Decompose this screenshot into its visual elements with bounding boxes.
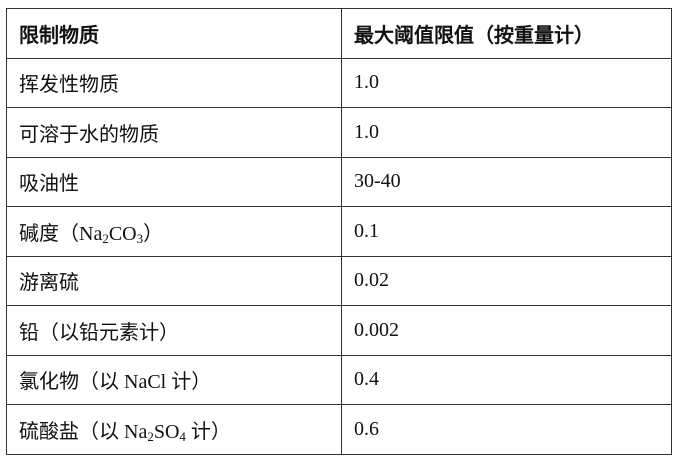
limit-cell: 0.1 xyxy=(341,206,672,257)
substance-cell: 游离硫 xyxy=(6,255,342,306)
limit-cell: 30-40 xyxy=(341,156,672,207)
table-row: 吸油性 30-40 xyxy=(6,156,672,207)
substance-cell: 吸油性 xyxy=(6,156,342,207)
table-row: 氯化物（以 NaCl 计） 0.4 xyxy=(6,354,672,405)
table-header-row: 限制物质 最大阈值限值（按重量计） xyxy=(6,8,672,59)
substance-text: 硫酸盐（以 Na xyxy=(19,420,148,443)
table-row: 挥发性物质 1.0 xyxy=(6,57,672,108)
header-limit: 最大阈值限值（按重量计） xyxy=(341,8,672,59)
substance-cell: 氯化物（以 NaCl 计） xyxy=(6,354,342,405)
substance-text: ） xyxy=(143,222,164,245)
table-row: 游离硫 0.02 xyxy=(6,255,672,306)
substance-cell: 可溶于水的物质 xyxy=(6,107,342,158)
limit-cell: 0.6 xyxy=(341,404,672,455)
limit-cell: 1.0 xyxy=(341,57,672,108)
limit-cell: 0.02 xyxy=(341,255,672,306)
substance-text: 游离硫 xyxy=(19,272,79,295)
substance-text: 铅（以铅元素计） xyxy=(19,321,179,344)
substance-text: SO xyxy=(153,420,180,443)
table-row: 可溶于水的物质 1.0 xyxy=(6,107,672,158)
substance-text: 氯化物（以 NaCl 计） xyxy=(19,371,212,394)
substance-text: CO xyxy=(108,222,137,245)
limits-table: 限制物质 最大阈值限值（按重量计） 挥发性物质 1.0 可溶于水的物质 1.0 吸油性 3… xyxy=(6,8,672,455)
substance-text: 计） xyxy=(185,420,231,443)
table-row: 铅（以铅元素计） 0.002 xyxy=(6,305,672,356)
table-row: 碱度（Na2CO3） 0.1 xyxy=(6,206,672,257)
substance-text: 碱度（Na xyxy=(19,222,103,245)
substance-text: 可溶于水的物质 xyxy=(19,123,159,146)
substance-text: 吸油性 xyxy=(19,173,79,196)
subscript: 3 xyxy=(136,230,144,246)
limit-cell: 0.4 xyxy=(341,354,672,405)
substance-text: 挥发性物质 xyxy=(19,74,119,97)
limit-cell: 1.0 xyxy=(341,107,672,158)
substance-cell: 挥发性物质 xyxy=(6,57,342,108)
subscript: 4 xyxy=(179,428,186,444)
subscript: 2 xyxy=(147,428,154,444)
limit-cell: 0.002 xyxy=(341,305,672,356)
substance-cell: 碱度（Na2CO3） xyxy=(6,206,342,257)
header-substance: 限制物质 xyxy=(6,8,342,59)
table-row: 硫酸盐（以 Na2SO4 计） 0.6 xyxy=(6,404,672,455)
substance-cell: 铅（以铅元素计） xyxy=(6,305,342,356)
substance-cell: 硫酸盐（以 Na2SO4 计） xyxy=(6,404,342,455)
subscript: 2 xyxy=(102,230,109,246)
